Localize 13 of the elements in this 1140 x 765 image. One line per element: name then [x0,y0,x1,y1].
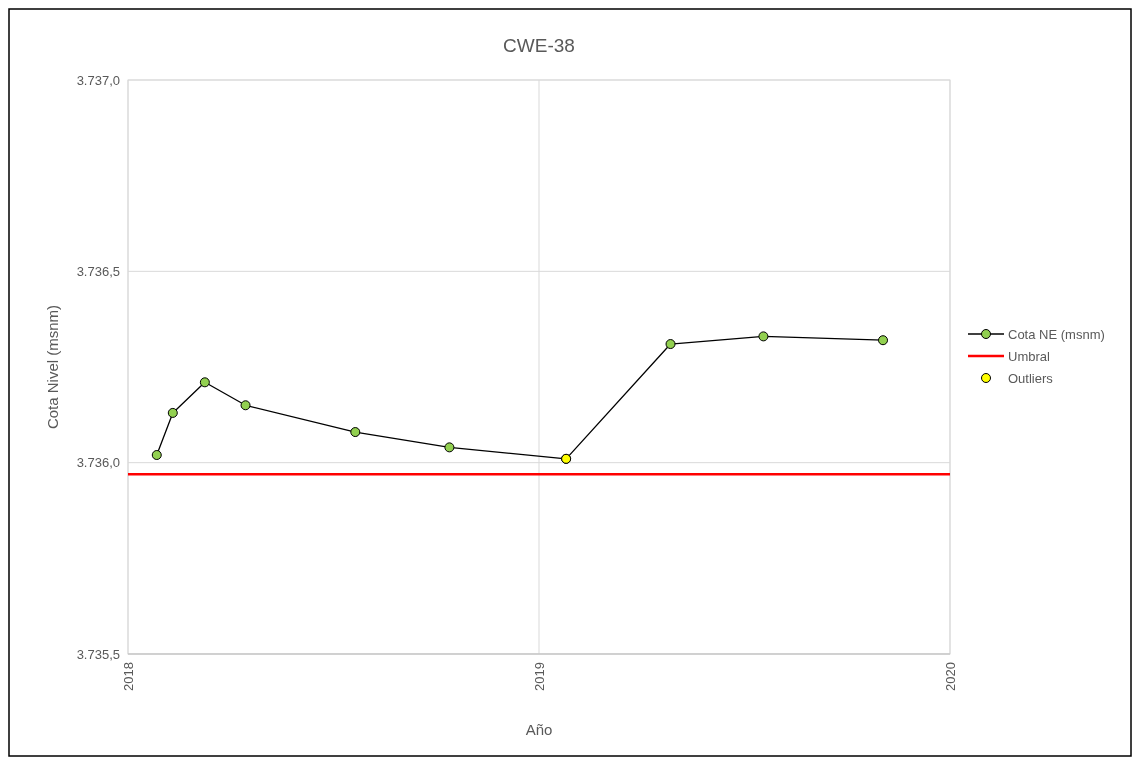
chart-title: CWE-38 [503,35,575,56]
y-axis-title: Cota Nivel (msnm) [44,304,61,430]
y-tick-label: 3.737,0 [76,72,120,88]
y-tick-label: 3.736,0 [76,455,120,471]
x-tick-label: 2019 [531,662,547,691]
x-axis-title: Año [525,721,553,738]
y-tick-label: 3.736,5 [76,263,120,279]
y-tick-label: 3.735,5 [76,646,120,662]
x-tick-label: 2018 [120,662,136,691]
x-tick-label: 2020 [942,662,958,691]
legend-label: Umbral [1008,348,1051,364]
legend-label: Outliers [1008,370,1054,386]
legend-label: Cota NE (msnm) [1008,326,1105,342]
